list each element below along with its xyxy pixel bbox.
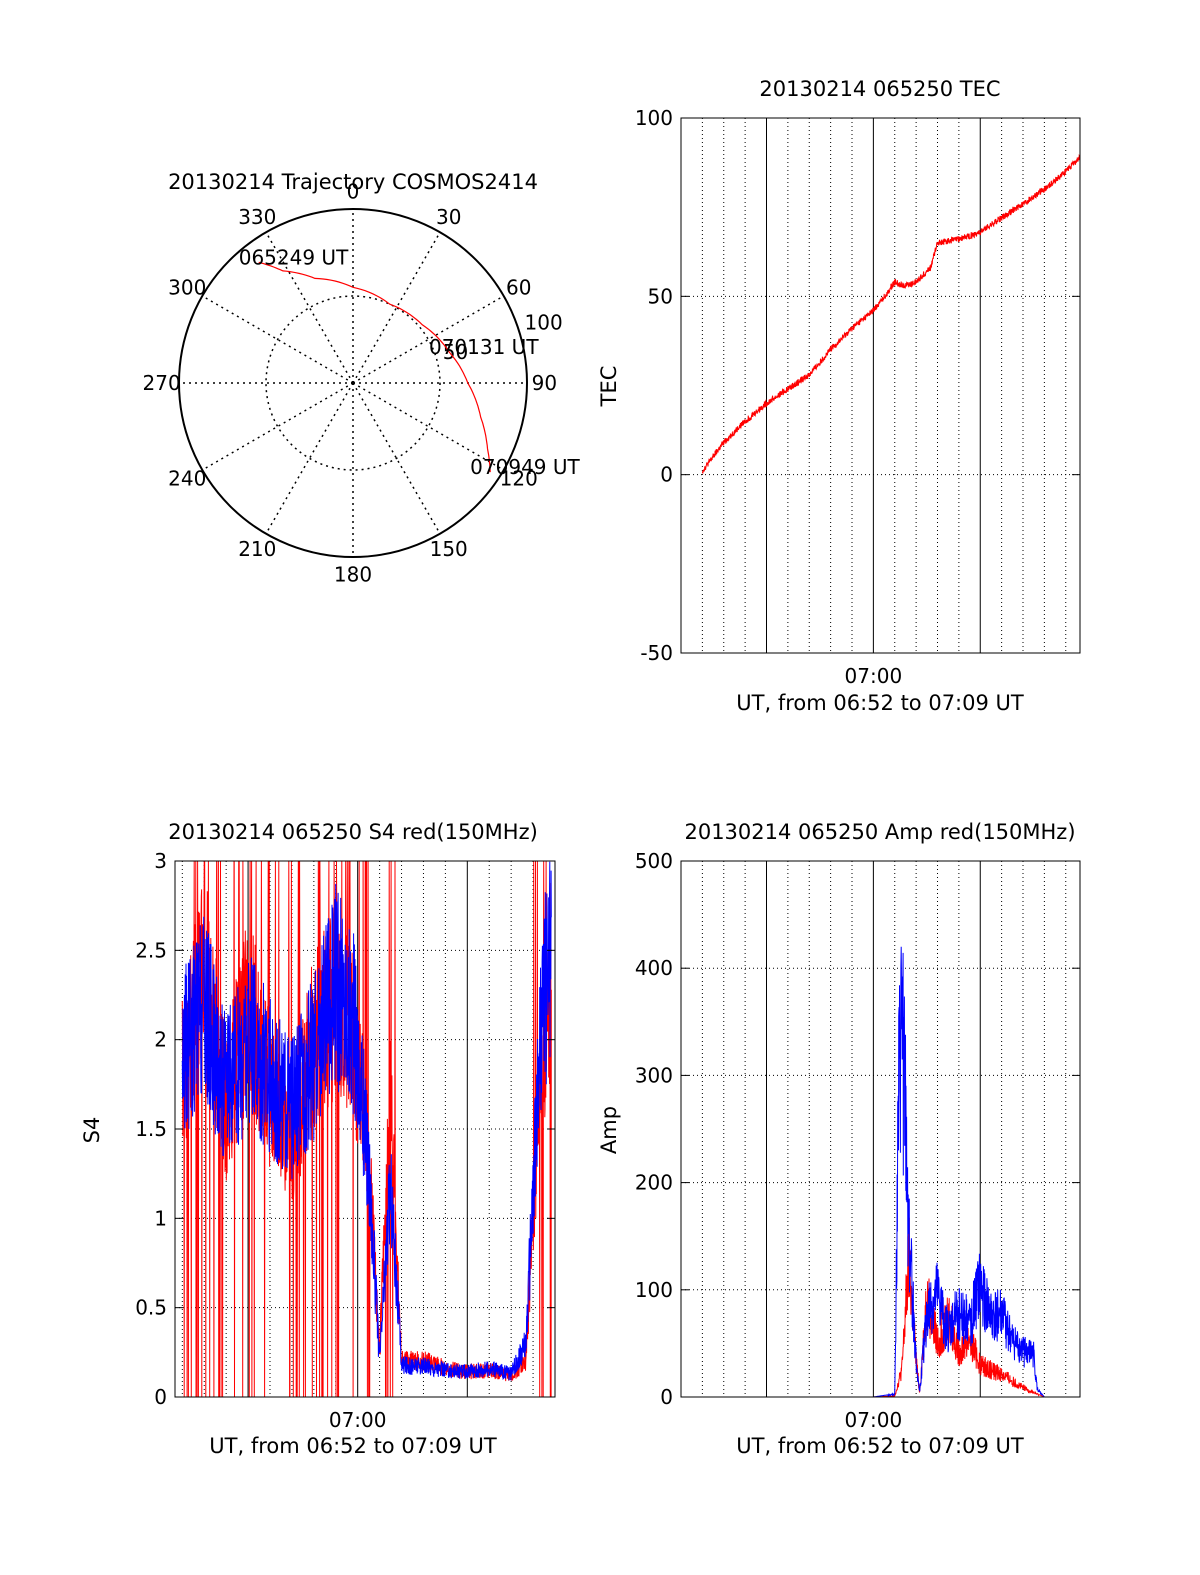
tec-plot: 20130214 065250 TEC -50 0 50 100 07:00 UT, f…: [597, 77, 1081, 715]
azimuth-label: 150: [430, 537, 468, 561]
azimuth-label: 240: [168, 467, 206, 491]
polar-spoke: [201, 295, 354, 384]
polar-spoke: [265, 382, 354, 535]
s4-xlabel: UT, from 06:52 to 07:09 UT: [209, 1434, 497, 1458]
series-line: [701, 153, 1081, 475]
azimuth-label: 330: [238, 205, 276, 229]
s4-ylabel: S4: [80, 1117, 104, 1144]
y-tick-label: -50: [640, 641, 673, 665]
y-tick-label: 1: [154, 1206, 167, 1230]
azimuth-label: 60: [506, 275, 531, 299]
azimuth-label: 0: [347, 180, 360, 204]
azimuth-label: 90: [532, 371, 557, 395]
tec-ylabel: TEC: [597, 366, 621, 408]
y-tick-label: 0: [660, 463, 673, 487]
y-tick-label: 100: [635, 106, 673, 130]
trajectory-line: [258, 261, 491, 473]
s4-title: 20130214 065250 S4 red(150MHz): [168, 820, 538, 844]
trajectory-series: [258, 261, 491, 473]
y-tick-label: 3: [154, 849, 167, 873]
amp-xlabel: UT, from 06:52 to 07:09 UT: [736, 1434, 1024, 1458]
y-tick-label: 300: [635, 1063, 673, 1087]
azimuth-label: 180: [334, 562, 372, 586]
y-tick-label: 2.5: [135, 938, 167, 962]
tec-grid: [680, 117, 1080, 654]
y-tick-label: 50: [648, 284, 673, 308]
polar-spoke: [352, 295, 505, 384]
y-tick-label: 400: [635, 956, 673, 980]
s4-plot: 20130214 065250 S4 red(150MHz) 0 0.5 1 1.5 2…: [80, 820, 556, 1458]
tec-series: [701, 153, 1081, 475]
azimuth-label: 300: [168, 275, 206, 299]
polar-grid: [178, 208, 528, 558]
series-line: [181, 861, 552, 1381]
y-tick-label: 0: [660, 1385, 673, 1409]
x-tick-label: 07:00: [329, 1408, 387, 1432]
x-tick-label: 07:00: [845, 1408, 903, 1432]
trajectory-polar-plot: 20130214 Trajectory COSMOS2414 0 30 60 90 12…: [143, 170, 581, 586]
azimuth-label: 210: [238, 537, 276, 561]
y-tick-label: 500: [635, 849, 673, 873]
polar-azimuth-labels: 0 30 60 90 120 150 180 210 240 270 300 330: [143, 180, 558, 587]
radial-tick-label: 100: [525, 310, 563, 334]
y-tick-label: 0: [154, 1385, 167, 1409]
time-annotation: 070949 UT: [470, 455, 580, 479]
y-tick-label: 2: [154, 1028, 167, 1052]
series-line: [702, 1217, 1080, 1398]
polar-spoke: [352, 231, 441, 384]
azimuth-label: 120: [500, 467, 538, 491]
azimuth-label: 270: [143, 371, 181, 395]
time-annotation: 070131 UT: [429, 335, 539, 359]
trajectory-annotations: 065249 UT 070131 UT 070949 UT: [239, 245, 581, 479]
amp-ylabel: Amp: [597, 1106, 621, 1154]
y-tick-label: 200: [635, 1171, 673, 1195]
polar-spoke: [201, 382, 354, 471]
amp-ticks: 0 100 200 300 400 500 07:00: [635, 849, 1080, 1432]
s4-ticks: 0 0.5 1 1.5 2 2.5 3 07:00: [135, 849, 555, 1432]
polar-outer-circle: [178, 208, 528, 558]
amp-title: 20130214 065250 Amp red(150MHz): [684, 820, 1075, 844]
amp-frame: [680, 860, 1081, 1398]
s4-series: [181, 860, 552, 1398]
x-tick-label: 07:00: [845, 664, 903, 688]
azimuth-label: 30: [436, 205, 461, 229]
trajectory-title: 20130214 Trajectory COSMOS2414: [168, 170, 538, 194]
time-annotation: 065249 UT: [239, 245, 349, 269]
tec-frame: [680, 117, 1081, 654]
polar-spoke: [352, 382, 505, 471]
tec-xlabel: UT, from 06:52 to 07:09 UT: [736, 691, 1024, 715]
y-tick-label: 0.5: [135, 1296, 167, 1320]
tec-ticks: -50 0 50 100 07:00: [635, 106, 1080, 688]
polar-inner-circle: [265, 295, 441, 471]
amp-plot: 20130214 065250 Amp red(150MHz) 0 100 200 3…: [597, 820, 1081, 1458]
amp-grid: [680, 860, 1080, 1398]
y-tick-label: 1.5: [135, 1117, 167, 1141]
tec-title: 20130214 065250 TEC: [759, 77, 1000, 101]
y-tick-label: 100: [635, 1278, 673, 1302]
polar-spoke: [265, 231, 354, 384]
polar-spoke: [352, 382, 441, 535]
